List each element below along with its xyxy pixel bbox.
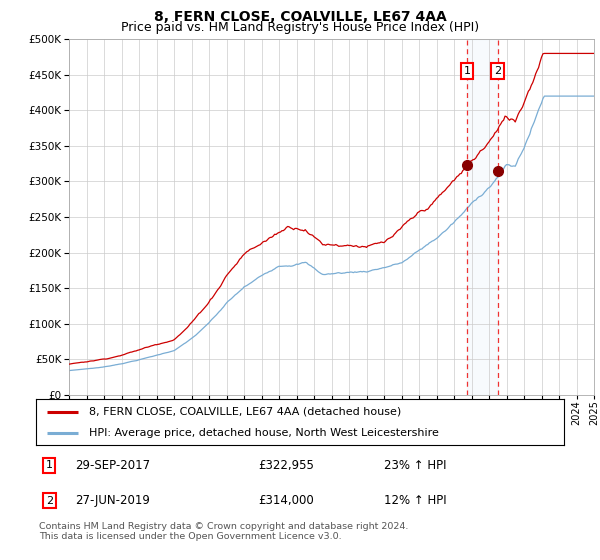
Text: Contains HM Land Registry data © Crown copyright and database right 2024.
This d: Contains HM Land Registry data © Crown c… (39, 522, 409, 542)
Text: 23% ↑ HPI: 23% ↑ HPI (385, 459, 447, 472)
Text: 2: 2 (46, 496, 53, 506)
Text: Price paid vs. HM Land Registry's House Price Index (HPI): Price paid vs. HM Land Registry's House … (121, 21, 479, 34)
Text: 27-JUN-2019: 27-JUN-2019 (76, 494, 151, 507)
Text: 2: 2 (494, 66, 502, 76)
Text: 1: 1 (46, 460, 53, 470)
Text: £314,000: £314,000 (258, 494, 314, 507)
Text: £322,955: £322,955 (258, 459, 314, 472)
Text: 12% ↑ HPI: 12% ↑ HPI (385, 494, 447, 507)
Text: 8, FERN CLOSE, COALVILLE, LE67 4AA (detached house): 8, FERN CLOSE, COALVILLE, LE67 4AA (deta… (89, 407, 401, 417)
Bar (467, 39, 498, 395)
Text: HPI: Average price, detached house, North West Leicestershire: HPI: Average price, detached house, Nort… (89, 428, 439, 438)
Text: 29-SEP-2017: 29-SEP-2017 (76, 459, 151, 472)
Text: 8, FERN CLOSE, COALVILLE, LE67 4AA: 8, FERN CLOSE, COALVILLE, LE67 4AA (154, 10, 446, 24)
Text: 1: 1 (464, 66, 470, 76)
